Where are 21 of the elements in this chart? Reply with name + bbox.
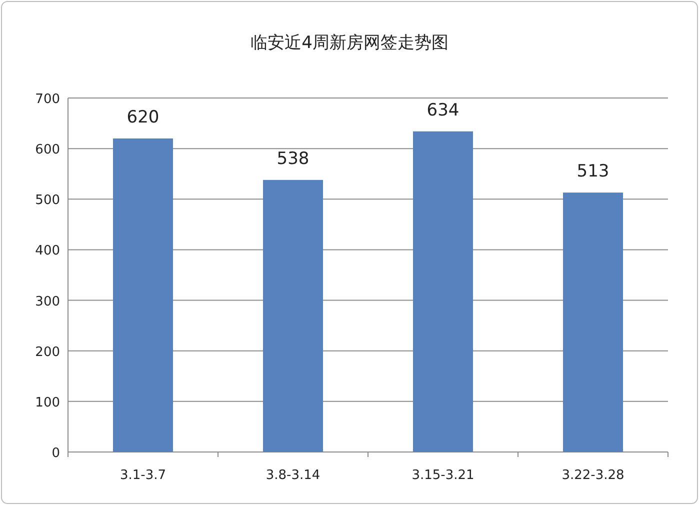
y-tick-label: 600 bbox=[35, 142, 60, 158]
x-tick-label: 3.8-3.14 bbox=[266, 468, 320, 483]
data-label: 620 bbox=[126, 107, 160, 128]
bar bbox=[413, 131, 473, 452]
y-tick-label: 100 bbox=[35, 395, 60, 410]
x-tick-label: 3.15-3.21 bbox=[412, 468, 474, 483]
data-label: 513 bbox=[576, 162, 610, 182]
chart-title: 临安近4周新房网签走势图 bbox=[250, 33, 448, 53]
x-tick-label: 3.1-3.7 bbox=[120, 468, 166, 483]
data-label: 538 bbox=[276, 148, 310, 169]
bar bbox=[113, 138, 173, 452]
data-label: 634 bbox=[426, 100, 460, 120]
y-tick-label: 0 bbox=[52, 446, 60, 461]
y-tick-label: 700 bbox=[35, 92, 60, 107]
y-tick-label: 500 bbox=[35, 193, 60, 208]
y-tick-label: 300 bbox=[35, 294, 60, 310]
bar bbox=[263, 180, 323, 452]
x-tick-label: 3.22-3.28 bbox=[562, 468, 624, 483]
y-tick-label: 200 bbox=[35, 344, 60, 360]
y-tick-label: 400 bbox=[35, 244, 60, 259]
bar bbox=[563, 192, 623, 452]
